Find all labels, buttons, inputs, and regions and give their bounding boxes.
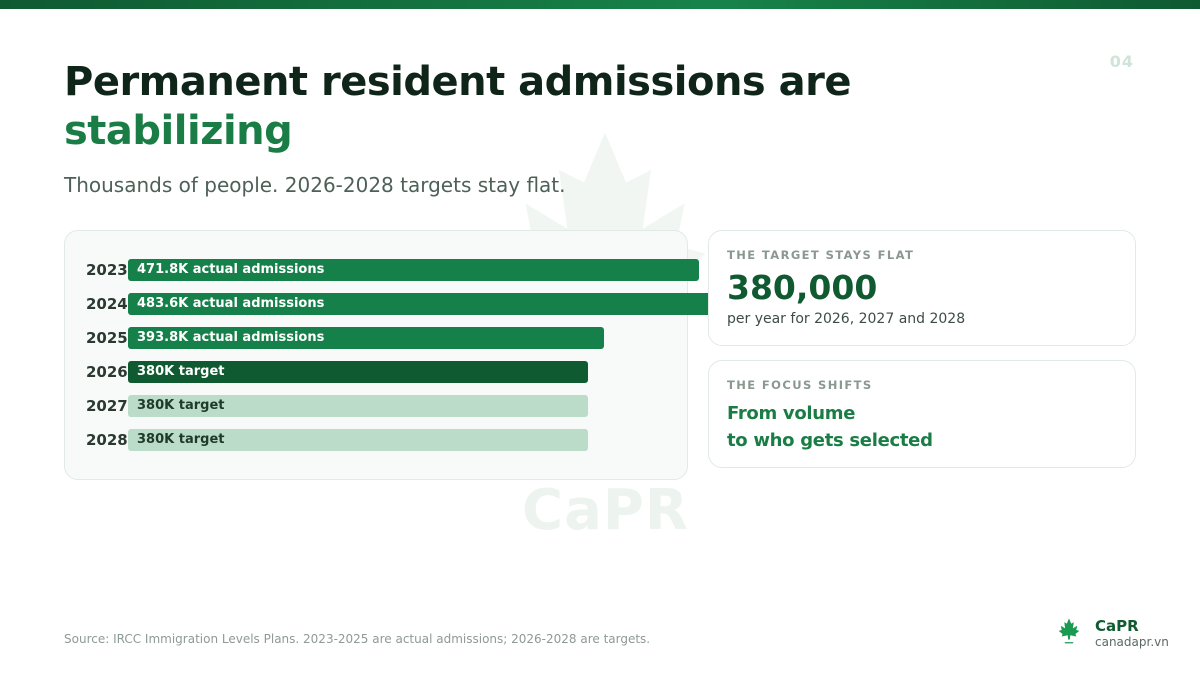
target-note: per year for 2026, 2027 and 2028 [727, 311, 966, 327]
source-note: Source: IRCC Immigration Levels Plans. 2… [64, 632, 651, 646]
bar-2024 [128, 293, 713, 315]
title-line-1: Permanent resident admissions are [64, 59, 852, 105]
bar-value-label: 393.8K actual admissions [137, 330, 325, 345]
top-accent-bar [0, 0, 1200, 9]
bar-value-label: 380K target [137, 364, 225, 379]
page-subtitle: Thousands of people. 2026-2028 targets s… [64, 173, 566, 197]
focus-line-1: From volume [727, 403, 856, 424]
bar-value-label: 483.6K actual admissions [137, 296, 325, 311]
bar-value-label: 471.8K actual admissions [137, 262, 325, 277]
bar-year-label: 2025 [86, 329, 128, 347]
slide-number: 04 [1109, 52, 1134, 71]
bar-year-label: 2026 [86, 363, 128, 381]
bar-2027 [128, 395, 588, 417]
focus-line-2: to who gets selected [727, 430, 933, 451]
brand-name: CaPR [1095, 617, 1139, 635]
bar-year-label: 2027 [86, 397, 128, 415]
maple-leaf-icon [1058, 618, 1080, 644]
page-title: Permanent resident admissions are stabil… [64, 58, 964, 156]
watermark-text: CaPR [522, 478, 690, 543]
focus-statement: From volume to who gets selected [727, 400, 933, 454]
target-card-kicker: THE TARGET STAYS FLAT [727, 248, 915, 262]
bar-2026 [128, 361, 588, 383]
focus-card: THE FOCUS SHIFTS From volume to who gets… [708, 360, 1136, 468]
title-line-2-accent: stabilizing [64, 108, 293, 154]
bar-2028 [128, 429, 588, 451]
bar-2025 [128, 327, 604, 349]
focus-card-kicker: THE FOCUS SHIFTS [727, 378, 873, 392]
bar-year-label: 2023 [86, 261, 128, 279]
bar-2023 [128, 259, 699, 281]
bar-value-label: 380K target [137, 432, 225, 447]
bar-value-label: 380K target [137, 398, 225, 413]
target-value: 380,000 [727, 268, 878, 307]
target-card: THE TARGET STAYS FLAT 380,000 per year f… [708, 230, 1136, 346]
bar-year-label: 2028 [86, 431, 128, 449]
brand-url: canadapr.vn [1095, 635, 1169, 649]
bar-year-label: 2024 [86, 295, 128, 313]
